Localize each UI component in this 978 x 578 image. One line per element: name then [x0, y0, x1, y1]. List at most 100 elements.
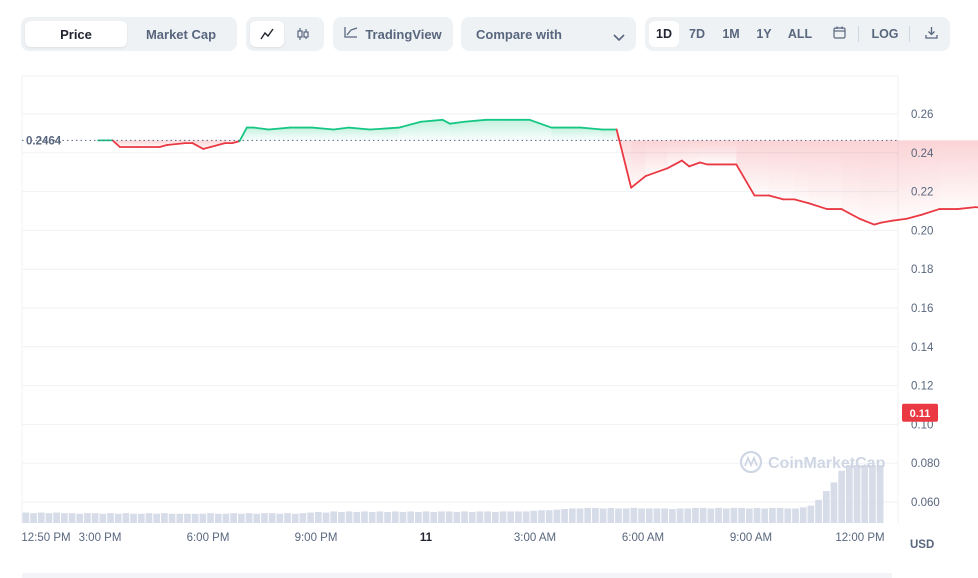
- price-tab[interactable]: Price: [25, 21, 127, 47]
- date-range-button[interactable]: [825, 21, 853, 47]
- watermark-text: CoinMarketCap: [768, 455, 886, 472]
- y-tick-label: 0.080: [911, 458, 940, 470]
- market-cap-tab[interactable]: Market Cap: [145, 26, 217, 42]
- volume-bar: [314, 511, 322, 523]
- y-tick-label: 0.20: [911, 225, 933, 237]
- volume-bar: [45, 513, 53, 523]
- price-line-segment: [807, 202, 828, 210]
- area-fill-segment: [700, 140, 708, 165]
- area-fills: [112, 119, 978, 225]
- area-fill-segment: [754, 140, 769, 196]
- coinmarketcap-logo-icon: [739, 450, 763, 474]
- last-price-label: 0.11: [910, 408, 931, 420]
- volume-bar: [230, 513, 237, 523]
- price-line-segment: [858, 217, 875, 226]
- volume-bar: [261, 513, 268, 523]
- volume-bar: [599, 508, 607, 523]
- x-tick-label: 9:00 PM: [295, 532, 338, 544]
- volume-bar: [491, 511, 499, 523]
- volume-bar: [653, 508, 661, 523]
- price-line-segment: [681, 159, 691, 168]
- calendar-icon: [832, 26, 846, 42]
- range-1y[interactable]: 1Y: [756, 27, 772, 41]
- area-fill-segment: [333, 127, 349, 141]
- tradingview-button[interactable]: TradingView: [333, 17, 453, 51]
- volume-bar: [299, 513, 307, 523]
- volume-bar: [530, 510, 538, 523]
- area-fill-segment: [551, 127, 566, 141]
- volume-bar: [607, 507, 615, 523]
- volume-bar: [60, 513, 68, 523]
- volume-bar: [37, 512, 45, 523]
- volume-bar: [137, 513, 145, 523]
- volume-bar: [622, 508, 630, 523]
- separator: [858, 26, 859, 42]
- volume-bar: [245, 513, 253, 523]
- volume-bar: [584, 507, 592, 523]
- volume-bar: [30, 513, 37, 523]
- volume-bar: [669, 509, 676, 523]
- area-fill-segment: [841, 140, 860, 219]
- separator: [909, 26, 910, 42]
- area-fill-segment: [370, 127, 400, 141]
- currency-label: USD: [910, 539, 935, 551]
- volume-bar: [68, 513, 76, 523]
- volume-bar: [376, 511, 384, 523]
- volume-bar: [876, 465, 884, 523]
- price-line-segment: [347, 126, 371, 131]
- price-line-segment: [699, 161, 709, 166]
- range-all[interactable]: ALL: [787, 27, 813, 41]
- volume-bar: [807, 505, 815, 523]
- volume-bar: [145, 513, 153, 523]
- price-line-segment: [793, 198, 810, 205]
- area-fill-segment: [681, 140, 690, 167]
- volume-bar: [268, 513, 276, 523]
- volume-bar: [353, 511, 361, 523]
- volume-bar: [361, 511, 368, 523]
- x-tick-label: 3:00 AM: [514, 532, 556, 544]
- volume-bar: [515, 511, 522, 523]
- volume-bar: [553, 509, 561, 523]
- price-line-segment: [398, 120, 422, 129]
- price-line-segment: [111, 139, 121, 148]
- volume-bar: [330, 511, 338, 523]
- compare-with-dropdown[interactable]: Compare with: [461, 17, 636, 51]
- chart-scrollbar-track[interactable]: [22, 573, 892, 578]
- volume-bar: [576, 508, 584, 523]
- range-1d[interactable]: 1D: [649, 21, 679, 47]
- volume-bar: [592, 507, 599, 523]
- price-line-segment: [267, 126, 292, 131]
- price-line-segment: [956, 206, 977, 210]
- volume-bar: [214, 513, 222, 523]
- area-fill-segment: [939, 140, 958, 210]
- area-fill-segment: [768, 140, 784, 200]
- area-fill-segment: [783, 140, 795, 200]
- download-button[interactable]: [917, 21, 945, 47]
- price-line-segment: [630, 175, 647, 189]
- candlestick-chart-button[interactable]: [286, 21, 320, 47]
- price-line-segment: [448, 120, 466, 125]
- volume-bar: [630, 507, 638, 523]
- compare-with-label: Compare with: [476, 27, 562, 42]
- volume-bar: [468, 511, 476, 523]
- x-tick-label: 6:00 AM: [622, 532, 664, 544]
- coinmarketcap-watermark: CoinMarketCap: [739, 450, 886, 474]
- range-1m[interactable]: 1M: [722, 27, 740, 41]
- area-fill-segment: [794, 140, 809, 204]
- volume-bar: [507, 511, 515, 523]
- volume-bar: [715, 507, 722, 523]
- x-tick-label: 11: [420, 532, 433, 544]
- area-fill-segment: [859, 140, 875, 225]
- x-tick-label: 12:50 PM: [21, 532, 70, 544]
- line-chart-button[interactable]: [250, 21, 284, 47]
- area-fill-segment: [348, 127, 371, 141]
- area-fill-segment: [290, 127, 313, 141]
- range-7d[interactable]: 7D: [689, 27, 705, 41]
- volume-bar: [745, 508, 753, 523]
- area-fill-segment: [565, 127, 581, 141]
- y-tick-label: 0.18: [911, 264, 933, 276]
- log-scale-toggle[interactable]: LOG: [871, 27, 899, 41]
- volume-bar: [238, 513, 245, 523]
- volume-bar: [615, 508, 622, 523]
